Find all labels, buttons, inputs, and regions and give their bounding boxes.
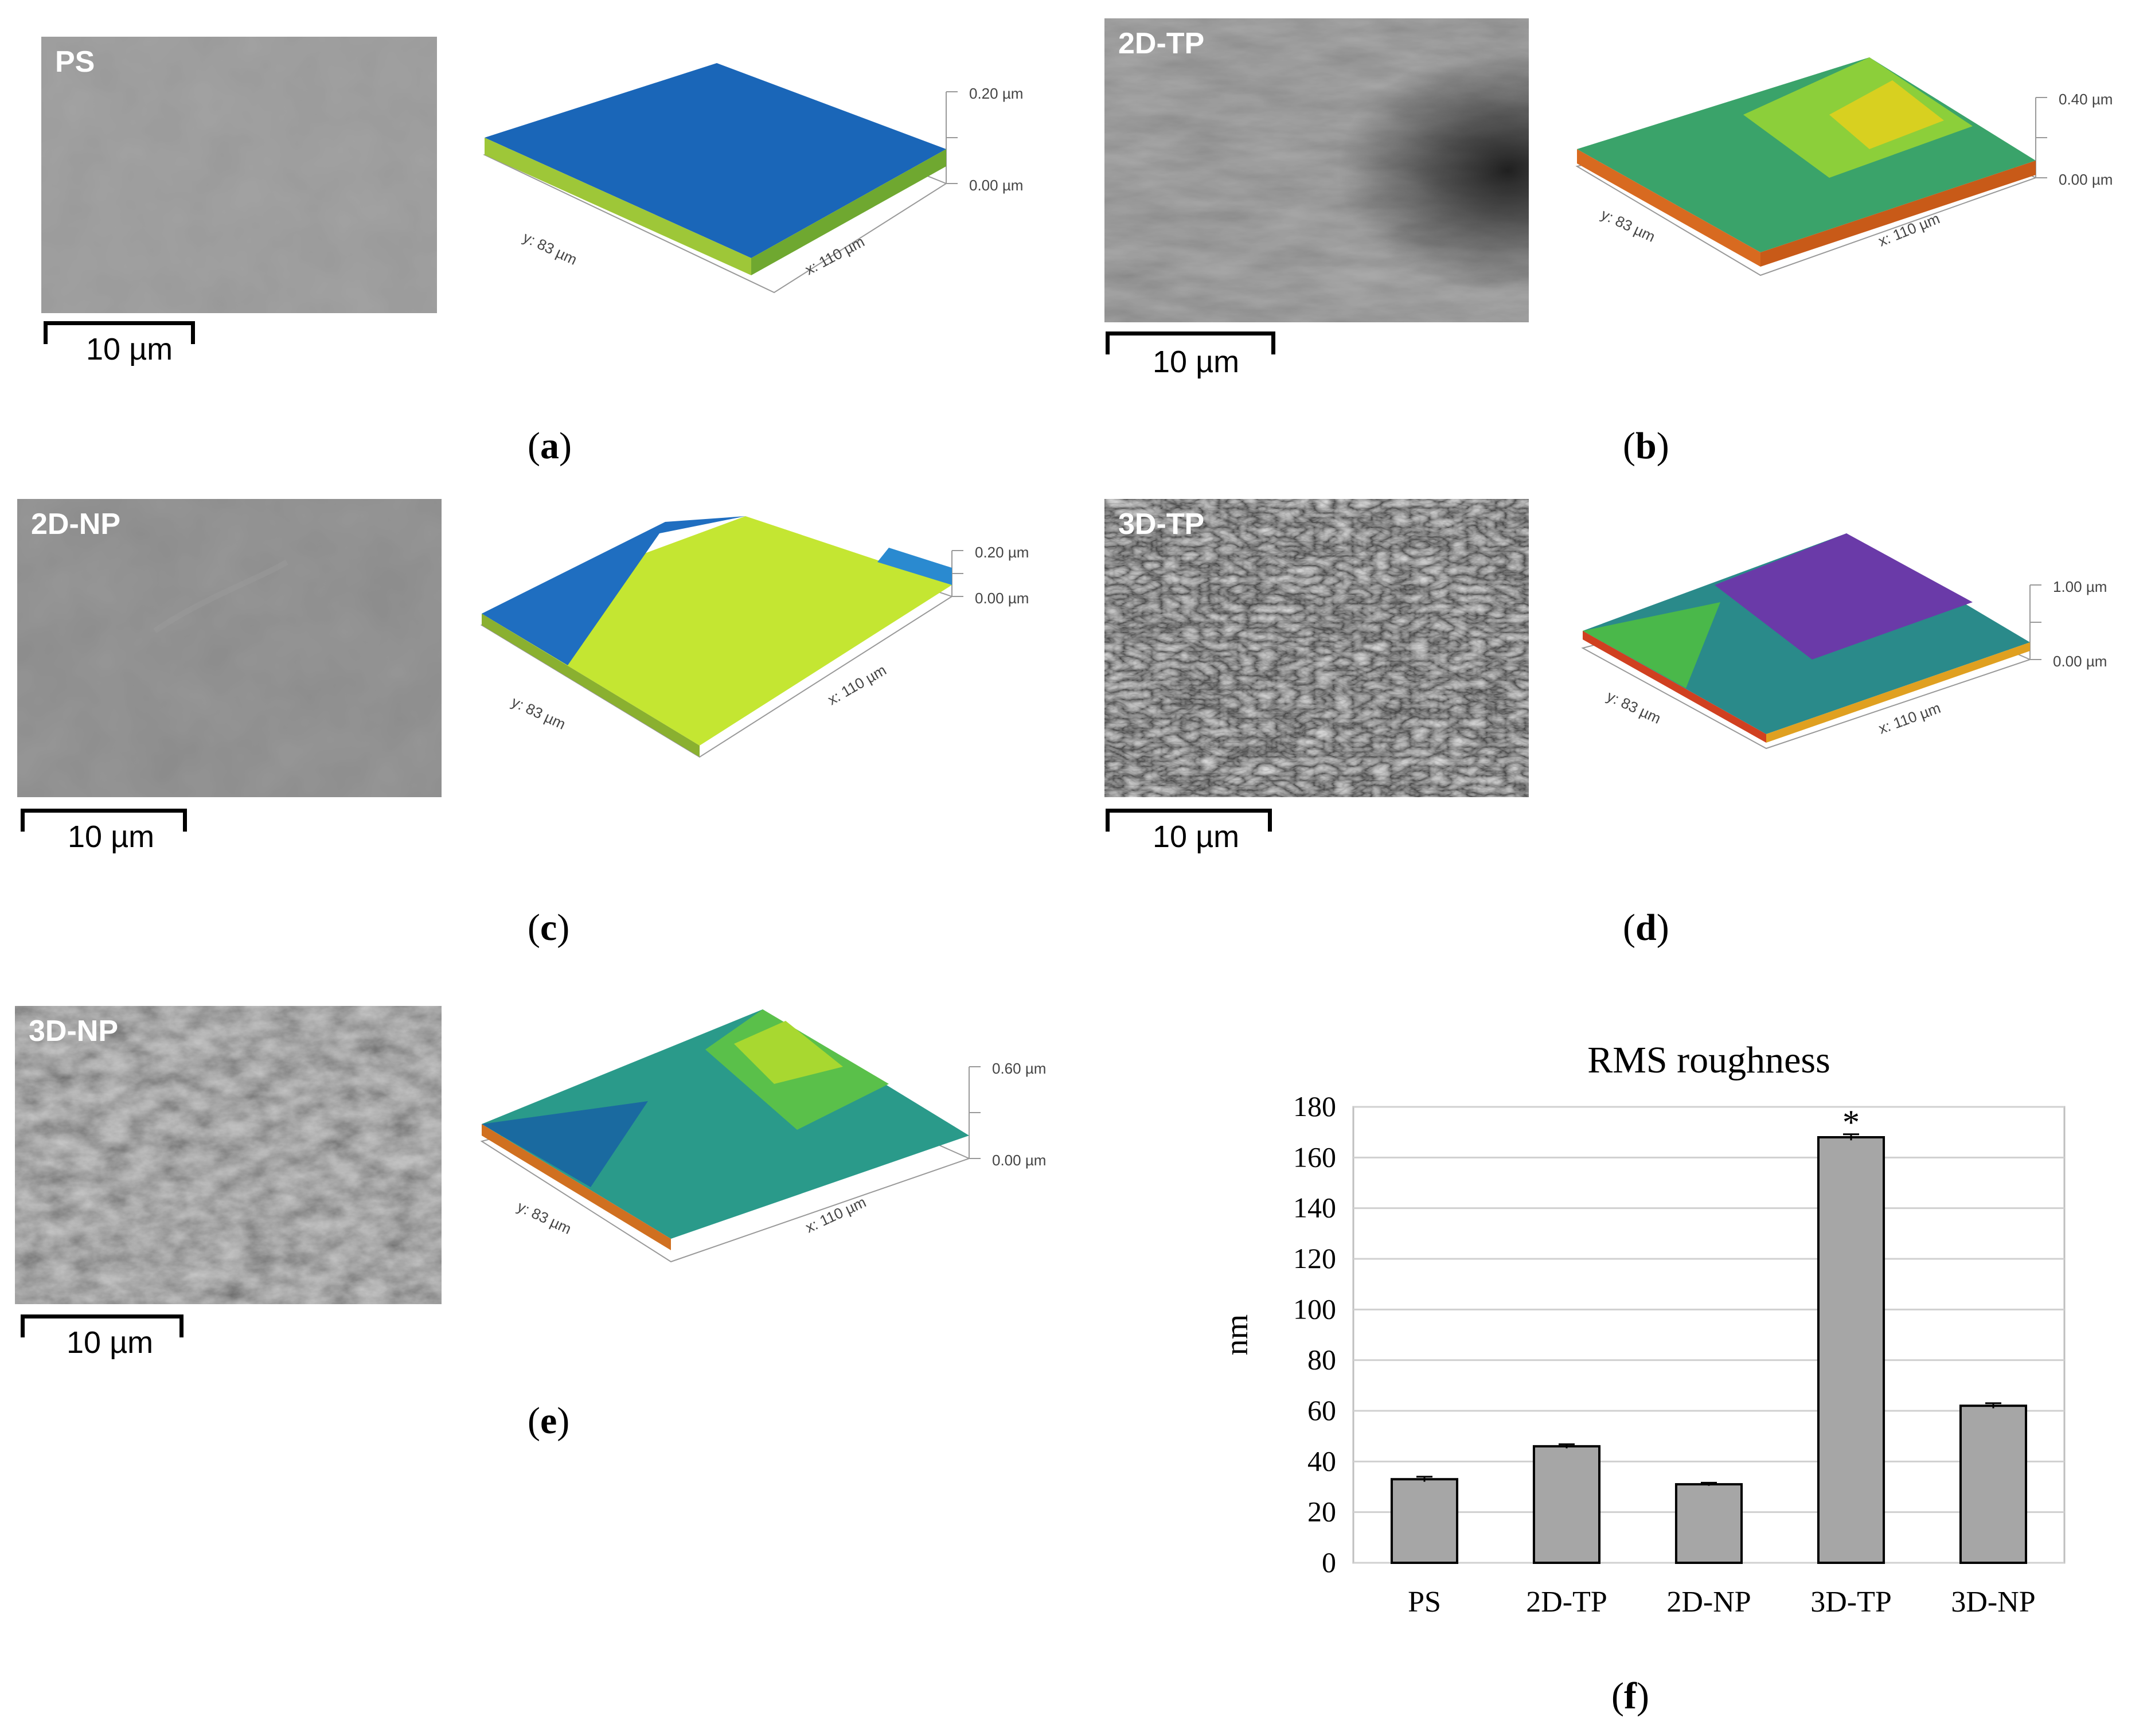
scale-bar [1106,331,1275,354]
sem-texture [1104,18,1529,322]
sem-label: 3D-NP [29,1015,119,1048]
bar [1674,1483,1743,1564]
z-axis-top: 0.40 µm [2059,91,2113,108]
sem-image-2d-np: 2D-NP [17,499,442,797]
scale-bar-label: 10 µm [1153,820,1240,854]
y-axis-label: y: 83 µm [1604,687,1664,727]
z-axis-bottom: 0.00 µm [969,177,1023,194]
surface-texture [1583,533,2030,743]
panel-caption-a: (a) [528,425,572,467]
y-tick-label: 160 [1293,1141,1336,1173]
scale-bar-label: 10 µm [67,1325,154,1360]
x-tick-label: PS [1408,1586,1441,1618]
surface-plot-ps: 0.20 µm 0.00 µm y: 83 µm x: 110 µm [476,23,1072,310]
scale-bar [1106,809,1272,832]
sem-texture [1104,499,1529,797]
panel-caption-b: (b) [1623,425,1669,467]
z-axis-bottom: 0.00 µm [2053,653,2107,670]
significance-marker: * [1842,1103,1860,1141]
y-tick-label: 20 [1307,1496,1336,1528]
z-axis-bottom: 0.00 µm [975,590,1029,607]
z-axis-bottom: 0.00 µm [992,1152,1046,1169]
scale-bar [44,321,195,344]
surface-texture [1577,57,2036,267]
scale-bar-label: 10 µm [86,332,173,366]
x-tick-label: 2D-TP [1526,1586,1607,1618]
sem-texture [15,1006,442,1304]
panel-caption-d: (d) [1623,907,1669,949]
y-tick-label: 0 [1322,1546,1336,1578]
z-axis-top: 0.60 µm [992,1060,1046,1077]
x-tick-label: 3D-TP [1810,1586,1892,1618]
sem-texture [41,37,437,313]
bar [1390,1478,1459,1564]
surface-plot-3d-tp: 1.00 µm 0.00 µm y: 83 µm x: 110 µm [1571,516,2145,774]
chart-title: RMS roughness [1587,1039,1830,1081]
z-axis-top: 0.20 µm [969,85,1023,102]
sem-label: PS [55,45,95,79]
sem-image-3d-tp: 3D-TP [1104,499,1529,797]
panel-caption-c: (c) [528,907,570,949]
x-axis-label: x: 110 µm [803,1193,869,1236]
x-axis-label: x: 110 µm [825,661,889,708]
z-axis-top: 0.20 µm [975,544,1029,561]
scale-bar [21,809,187,832]
panel-caption-f: (f) [1611,1675,1649,1717]
sem-texture [17,499,442,797]
scale-bar-label: 10 µm [1153,345,1240,379]
surface-plot-2d-tp: 0.40 µm 0.00 µm y: 83 µm x: 110 µm [1571,34,2145,298]
surface-texture [485,63,946,275]
y-tick-label: 60 [1307,1394,1336,1426]
sem-image-3d-np: 3D-NP [15,1006,442,1304]
sem-label: 3D-TP [1118,508,1205,541]
y-tick-label: 140 [1293,1192,1336,1224]
bar [1532,1445,1601,1564]
y-tick-label: 80 [1307,1344,1336,1376]
surface-texture [482,1009,969,1250]
rms-roughness-chart: 0 20 40 60 80 100 120 140 160 180 RMS roughness nm P… [1216,1032,2087,1652]
scale-bar-label: 10 µm [68,820,155,854]
y-axis-label: y: 83 µm [514,1197,574,1238]
y-axis-label: y: 83 µm [509,693,568,733]
sem-image-ps: PS [41,37,437,313]
z-axis-top: 1.00 µm [2053,578,2107,595]
y-axis-label: nm [1219,1314,1255,1356]
y-tick-label: 40 [1307,1445,1336,1477]
x-axis-label: x: 110 µm [1876,699,1943,738]
y-axis-label: y: 83 µm [1598,205,1658,245]
panel-caption-e: (e) [528,1400,570,1442]
sem-label: 2D-TP [1118,27,1205,60]
surface-plot-2d-np: 0.20 µm 0.00 µm y: 83 µm x: 110 µm [476,516,1072,774]
surface-plot-3d-np: 0.60 µm 0.00 µm y: 83 µm x: 110 µm [476,998,1072,1267]
bar [1959,1405,2028,1565]
x-tick-label: 2D-NP [1666,1586,1751,1618]
scale-bar [21,1314,184,1337]
y-tick-label: 120 [1293,1242,1336,1274]
z-axis-bottom: 0.00 µm [2059,171,2113,188]
bar [1817,1136,1885,1564]
y-axis-label: y: 83 µm [520,228,580,268]
x-tick-label: 3D-NP [1951,1586,2035,1618]
surface-texture [482,516,952,757]
sem-label: 2D-NP [31,508,121,541]
y-tick-label: 100 [1293,1293,1336,1325]
chart-svg: 0 20 40 60 80 100 120 140 160 180 RMS roughness nm P… [1219,1039,2066,1618]
sem-image-2d-tp: 2D-TP [1104,18,1529,322]
y-tick-label: 180 [1293,1090,1336,1122]
